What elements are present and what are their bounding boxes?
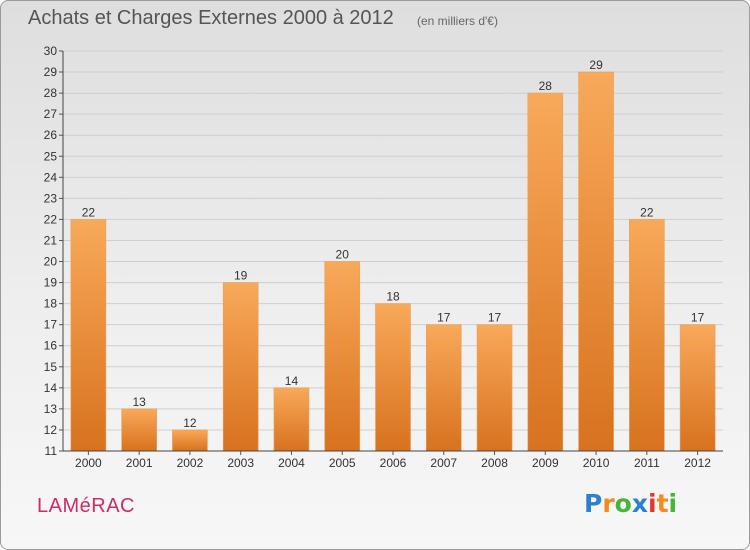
bar-value-label: 22 — [640, 205, 654, 219]
y-tick-label: 13 — [44, 402, 58, 416]
logo-letter: x — [631, 489, 648, 518]
x-tick-label: 2002 — [177, 456, 204, 470]
y-tick-label: 21 — [44, 233, 58, 247]
logo-letter: P — [584, 489, 603, 518]
x-tick-label: 2006 — [380, 456, 407, 470]
bar-value-label: 17 — [437, 311, 451, 325]
x-tick-label: 2008 — [481, 456, 508, 470]
y-tick-label: 24 — [44, 170, 58, 184]
x-tick-label: 2007 — [430, 456, 457, 470]
y-tick-label: 12 — [44, 423, 58, 437]
x-tick-label: 2011 — [634, 456, 660, 470]
bar-value-label: 14 — [285, 374, 299, 388]
y-tick-label: 23 — [44, 191, 58, 205]
bar-value-label: 12 — [183, 416, 197, 430]
y-tick-label: 22 — [44, 212, 58, 226]
x-tick-label: 2000 — [75, 456, 102, 470]
y-tick-label: 26 — [44, 128, 58, 142]
bars: 22 13 12 19 14 20 18 17 17 28 29 22 17 — [70, 58, 716, 452]
y-tick-label: 28 — [44, 86, 58, 100]
commune-name: LAMéRAC — [37, 495, 135, 517]
bar-value-label: 29 — [589, 58, 603, 72]
bar — [629, 219, 665, 452]
bar-value-label: 18 — [386, 290, 400, 304]
bar — [273, 387, 310, 452]
x-tick-label: 2010 — [583, 456, 610, 470]
y-tick-label: 14 — [44, 381, 58, 395]
x-tick-label: 2012 — [684, 456, 711, 470]
y-tick-label: 29 — [44, 65, 58, 79]
logo-letter: i — [648, 489, 657, 518]
bar-value-label: 13 — [132, 395, 146, 409]
x-tick-label: 2005 — [329, 456, 356, 470]
x-tick-label: 2009 — [532, 456, 559, 470]
y-tick-label: 27 — [44, 107, 58, 121]
y-tick-label: 20 — [44, 255, 58, 269]
bar-value-label: 28 — [539, 79, 553, 93]
bar — [222, 282, 259, 452]
bar — [70, 219, 107, 452]
chart-subtitle: (en milliers d'€) — [417, 14, 498, 28]
chart-title: Achats et Charges Externes 2000 à 2012 — [28, 7, 394, 29]
bar-value-label: 17 — [488, 311, 502, 325]
bar — [476, 324, 513, 452]
bar — [527, 92, 564, 452]
y-tick-label: 25 — [44, 149, 58, 163]
x-tick-label: 2004 — [278, 456, 305, 470]
bar — [679, 324, 716, 452]
bar — [425, 324, 462, 452]
x-tick-label: 2001 — [126, 456, 153, 470]
y-tick-label: 30 — [44, 44, 58, 58]
y-tick-label: 15 — [44, 360, 58, 374]
logo-letter: i — [668, 489, 678, 518]
logo-letter: t — [656, 489, 669, 518]
bar — [324, 261, 361, 452]
bar — [121, 408, 157, 452]
y-tick-label: 18 — [44, 297, 58, 311]
proxiti-logo: Proxiti — [584, 489, 694, 525]
x-tick-label: 2003 — [227, 456, 254, 470]
bar — [172, 429, 208, 452]
bar — [375, 303, 411, 452]
bar-value-label: 17 — [691, 311, 705, 325]
axes: 11 12 13 14 15 16 17 18 19 20 21 22 23 24 25 26 27 28 29 30… — [44, 44, 723, 470]
bar — [578, 71, 614, 452]
y-tick-label: 11 — [45, 444, 58, 458]
bar-value-label: 19 — [234, 269, 248, 283]
logo-letter: o — [614, 489, 632, 518]
y-tick-label: 17 — [44, 318, 58, 332]
y-tick-label: 19 — [44, 276, 58, 290]
logo-letter: r — [602, 489, 615, 518]
bar-value-label: 20 — [336, 248, 350, 262]
y-tick-label: 16 — [44, 339, 58, 353]
bar-value-label: 22 — [82, 205, 96, 219]
